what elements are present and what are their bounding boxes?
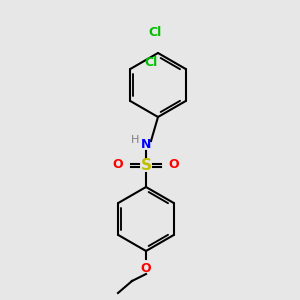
Text: Cl: Cl (148, 26, 162, 39)
Text: O: O (113, 158, 123, 172)
Text: O: O (141, 262, 151, 275)
Text: N: N (141, 139, 151, 152)
Text: S: S (140, 158, 152, 172)
Text: H: H (131, 135, 139, 145)
Text: O: O (169, 158, 179, 172)
Text: Cl: Cl (144, 56, 158, 70)
